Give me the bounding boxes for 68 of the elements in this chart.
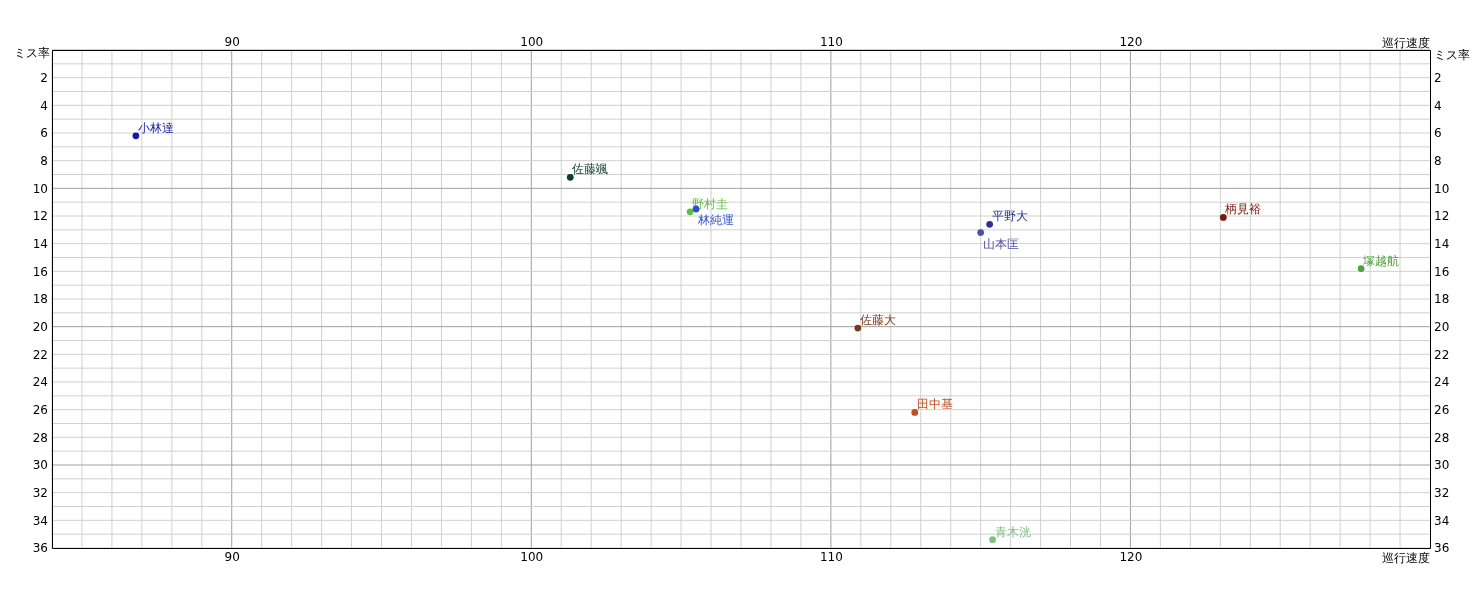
point: [686, 208, 694, 216]
series-label: 林純運: [697, 213, 735, 228]
y2-tick-label: 16: [1434, 264, 1450, 279]
y-tick-label: 32: [32, 486, 48, 501]
y2-tick-label: 28: [1434, 430, 1450, 445]
y-tick-label: 34: [32, 513, 48, 528]
y2-tick-label: 24: [1434, 375, 1450, 390]
y2-tick-label: 4: [1434, 98, 1442, 113]
point: [986, 220, 994, 228]
x2-tick-label: 100: [520, 549, 544, 564]
series-label: 田中基: [916, 397, 953, 412]
x-axis-title: 巡行速度: [1382, 551, 1430, 565]
y2-tick-label: 12: [1434, 209, 1450, 224]
y2-tick-label: 30: [1434, 458, 1450, 473]
series-label: 青木洸: [994, 524, 1031, 539]
y2-tick-label: 32: [1434, 486, 1450, 501]
y-tick-label: 20: [32, 320, 48, 335]
point: [989, 536, 997, 544]
y-tick-label: 10: [32, 181, 48, 196]
series-label: 佐藤大: [859, 313, 896, 328]
y2-tick-label: 22: [1434, 347, 1450, 362]
y2-tick-label: 18: [1434, 292, 1450, 307]
y2-tick-label: 6: [1434, 126, 1442, 141]
x-tick-label: 100: [520, 35, 544, 49]
series-label: 平野大: [991, 209, 1028, 224]
point: [854, 324, 862, 332]
point: [1219, 214, 1227, 221]
y-axis-title: ミス率: [14, 46, 50, 60]
y-tick-label: 28: [32, 430, 48, 445]
x-tick-label: 90: [224, 35, 240, 49]
series-label: 小林達: [137, 120, 174, 135]
y-tick-label: 30: [32, 458, 48, 473]
y-tick-label: 36: [32, 541, 48, 556]
y-tick-label: 8: [40, 154, 48, 169]
y2-tick-label: 8: [1434, 154, 1442, 169]
x2-tick-label: 90: [224, 549, 240, 564]
y-tick-label: 12: [32, 209, 48, 224]
x2-tick-label: 120: [1119, 549, 1143, 564]
y2-tick-label: 10: [1434, 181, 1450, 196]
x-tick-label: 120: [1119, 35, 1143, 49]
y-tick-label: 6: [40, 126, 48, 141]
series-label: 山本匡: [982, 236, 1019, 251]
y-tick-label: 14: [32, 237, 48, 252]
x2-axis-title: 巡行速度: [1382, 36, 1430, 50]
y-tick-label: 18: [32, 292, 48, 307]
y-tick-label: 4: [40, 98, 48, 113]
y-tick-label: 22: [32, 347, 48, 362]
y2-tick-label: 26: [1434, 403, 1450, 418]
y-tick-label: 16: [32, 264, 48, 279]
y2-tick-label: 14: [1434, 237, 1450, 252]
y2-axis-title: ミス率: [1434, 48, 1470, 62]
y-tick-label: 26: [32, 403, 48, 418]
y2-tick-label: 2: [1434, 71, 1442, 86]
point: [911, 409, 919, 416]
point: [1357, 265, 1365, 272]
y2-tick-label: 36: [1434, 541, 1450, 556]
y-tick-label: 24: [32, 375, 48, 390]
y2-tick-label: 34: [1434, 513, 1450, 528]
series-label: 柄見裕: [1224, 202, 1262, 217]
point: [132, 132, 140, 140]
y2-tick-label: 20: [1434, 320, 1450, 335]
point: [977, 229, 985, 236]
x-tick-label: 110: [819, 35, 843, 49]
series-label: 佐藤颯: [572, 162, 609, 177]
x2-tick-label: 110: [819, 549, 843, 564]
point: [566, 173, 574, 181]
y-tick-label: 2: [40, 71, 48, 86]
series-label: 塚越航: [1362, 253, 1400, 268]
